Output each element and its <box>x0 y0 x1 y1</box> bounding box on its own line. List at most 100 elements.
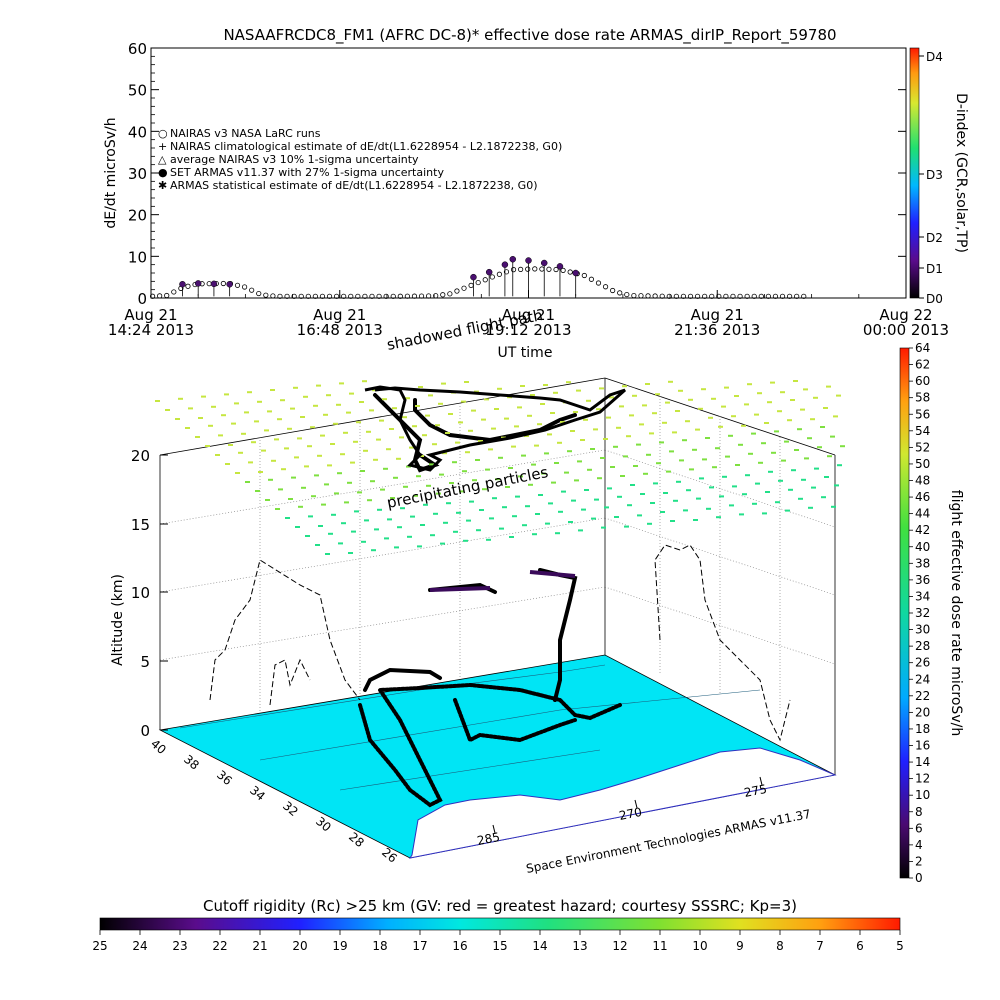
particle-marker <box>290 407 295 410</box>
particle-marker <box>475 459 480 461</box>
particle-marker <box>596 408 601 411</box>
particle-marker <box>712 466 717 469</box>
particle-marker <box>813 396 818 399</box>
particle-marker <box>218 434 223 437</box>
particle-marker <box>486 538 491 541</box>
particle-marker <box>474 390 479 393</box>
nairas-point <box>610 287 616 294</box>
cutoff-tick-label: 19 <box>332 939 347 953</box>
particle-marker <box>557 441 562 444</box>
altitude-tick-label: 0 <box>140 722 150 740</box>
nairas-point <box>468 282 474 288</box>
particle-marker <box>537 423 542 426</box>
series-layer <box>149 256 807 299</box>
dose-rate-tick-label: 2 <box>915 854 923 868</box>
particle-marker <box>456 511 461 514</box>
armas-point <box>572 269 579 277</box>
x-axis-label: UT time <box>498 345 553 361</box>
legend-marker: ● <box>158 166 168 179</box>
particle-marker <box>293 386 298 389</box>
nairas-point <box>666 293 672 299</box>
particle-marker <box>298 505 303 508</box>
particle-marker <box>725 455 730 458</box>
particle-marker <box>729 504 734 507</box>
nairas-point <box>404 293 410 299</box>
particle-marker <box>505 486 510 488</box>
particle-marker <box>810 418 815 421</box>
particle-marker <box>442 452 447 455</box>
particle-marker <box>382 398 387 401</box>
cutoff-tick-label: 7 <box>816 939 824 953</box>
particle-marker <box>410 515 415 518</box>
dose-rate-tick-label: 36 <box>915 573 930 587</box>
cutoff-tick-label: 21 <box>252 939 267 953</box>
particle-marker <box>416 475 421 478</box>
y-tick-label: 50 <box>128 82 147 100</box>
particle-marker <box>811 486 816 489</box>
nairas-point <box>298 293 304 299</box>
nairas-point <box>334 293 340 299</box>
nairas-point <box>489 274 495 280</box>
particle-marker <box>294 456 299 459</box>
particle-marker <box>649 432 654 435</box>
dose-rate-colorbar <box>899 347 910 879</box>
particle-marker <box>419 455 424 457</box>
nairas-point <box>518 266 524 272</box>
particle-marker <box>734 395 739 397</box>
particle-marker <box>488 448 493 451</box>
particle-marker <box>656 462 661 465</box>
nairas-point <box>801 293 807 299</box>
particle-marker <box>406 465 411 468</box>
particle-marker <box>492 497 497 500</box>
particle-marker <box>522 524 527 527</box>
y-axis-label: dE/dt microSv/h <box>103 117 119 228</box>
particle-marker <box>780 391 785 394</box>
cutoff-tick-label: 6 <box>856 939 864 953</box>
particle-marker <box>831 505 836 508</box>
particle-marker <box>793 380 798 382</box>
dose-rate-tick-label: 42 <box>915 523 930 537</box>
particle-marker <box>777 410 782 413</box>
particle-marker <box>359 401 364 403</box>
particle-marker <box>251 441 256 444</box>
altitude-profile-right <box>654 544 791 742</box>
flight-track-elevated-high <box>429 570 576 592</box>
particle-marker <box>591 517 596 520</box>
legend-marker: ✱ <box>158 179 167 192</box>
particle-marker <box>574 479 579 482</box>
particle-marker <box>576 389 581 392</box>
particle-marker <box>353 440 358 443</box>
particle-marker <box>415 405 420 407</box>
particle-marker <box>604 506 609 509</box>
particle-marker <box>583 418 588 421</box>
particle-marker <box>509 536 514 538</box>
particle-marker <box>771 451 776 454</box>
particle-marker <box>558 510 563 513</box>
dose-rate-tick-label: 38 <box>915 556 930 570</box>
particle-marker <box>469 500 474 503</box>
particle-marker <box>241 432 246 435</box>
particle-marker <box>566 381 571 384</box>
particle-marker <box>683 509 688 512</box>
particle-marker <box>248 461 253 464</box>
armas-point <box>525 257 532 264</box>
dose-rate-tick-label: 50 <box>915 457 930 471</box>
particle-marker <box>472 479 477 482</box>
nairas-point <box>376 293 382 299</box>
dose-rate-tick-label: 44 <box>915 507 930 521</box>
particle-marker <box>823 407 828 409</box>
particle-marker <box>830 435 835 438</box>
cutoff-tick-label: 16 <box>452 939 467 953</box>
particle-marker <box>630 484 635 486</box>
particle-marker <box>715 447 720 450</box>
d-index-tick-label: D3 <box>926 168 943 182</box>
particle-marker <box>165 409 170 411</box>
particle-marker <box>609 396 614 399</box>
particle-marker <box>797 428 802 431</box>
particle-marker <box>837 464 842 467</box>
particle-marker <box>346 411 351 414</box>
particle-marker <box>528 483 533 486</box>
particle-marker <box>698 407 703 410</box>
nairas-point <box>539 266 545 272</box>
particle-marker <box>482 488 487 491</box>
